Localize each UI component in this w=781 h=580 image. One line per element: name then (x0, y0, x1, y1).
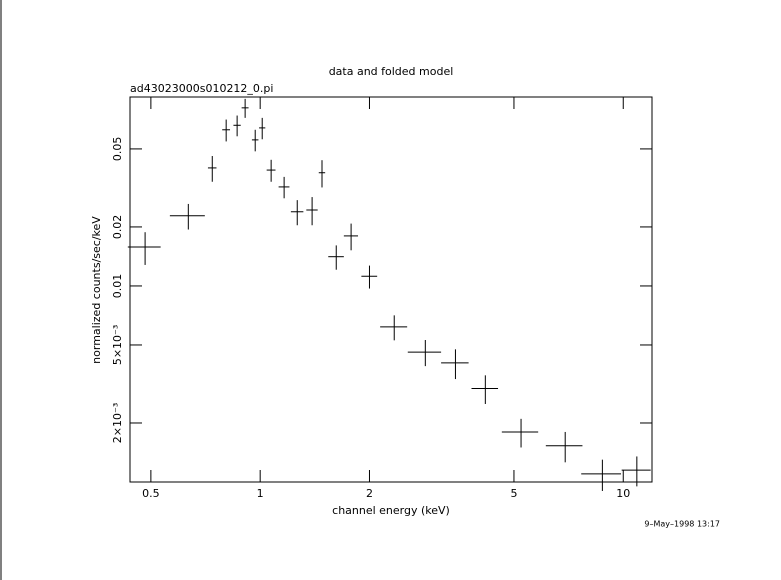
x-tick-label: 2 (366, 487, 373, 500)
x-tick-label: 0.5 (142, 487, 160, 500)
y-tick-label: 0.02 (111, 215, 124, 240)
chart-subtitle: ad43023000s010212_0.pi (130, 82, 273, 95)
plot-frame (129, 96, 653, 483)
y-tick-label: 5×10⁻³ (111, 325, 124, 365)
y-tick-label: 0.05 (111, 137, 124, 162)
y-tick-label: 2×10⁻³ (111, 403, 124, 443)
x-tick-label: 5 (510, 487, 517, 500)
y-axis-label: normalized counts/sec/keV (90, 216, 103, 364)
x-axis-label: channel energy (keV) (332, 504, 450, 517)
chart-title: data and folded model (329, 65, 454, 78)
timestamp: 9–May–1998 13:17 (644, 520, 720, 529)
x-tick-label: 1 (257, 487, 264, 500)
y-tick-label: 0.01 (111, 274, 124, 299)
x-tick-label: 10 (616, 487, 630, 500)
